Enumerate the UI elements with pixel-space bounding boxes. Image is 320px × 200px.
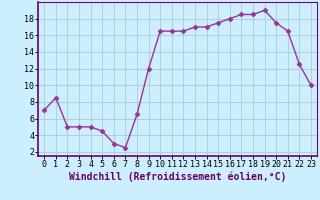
X-axis label: Windchill (Refroidissement éolien,°C): Windchill (Refroidissement éolien,°C)	[69, 172, 286, 182]
